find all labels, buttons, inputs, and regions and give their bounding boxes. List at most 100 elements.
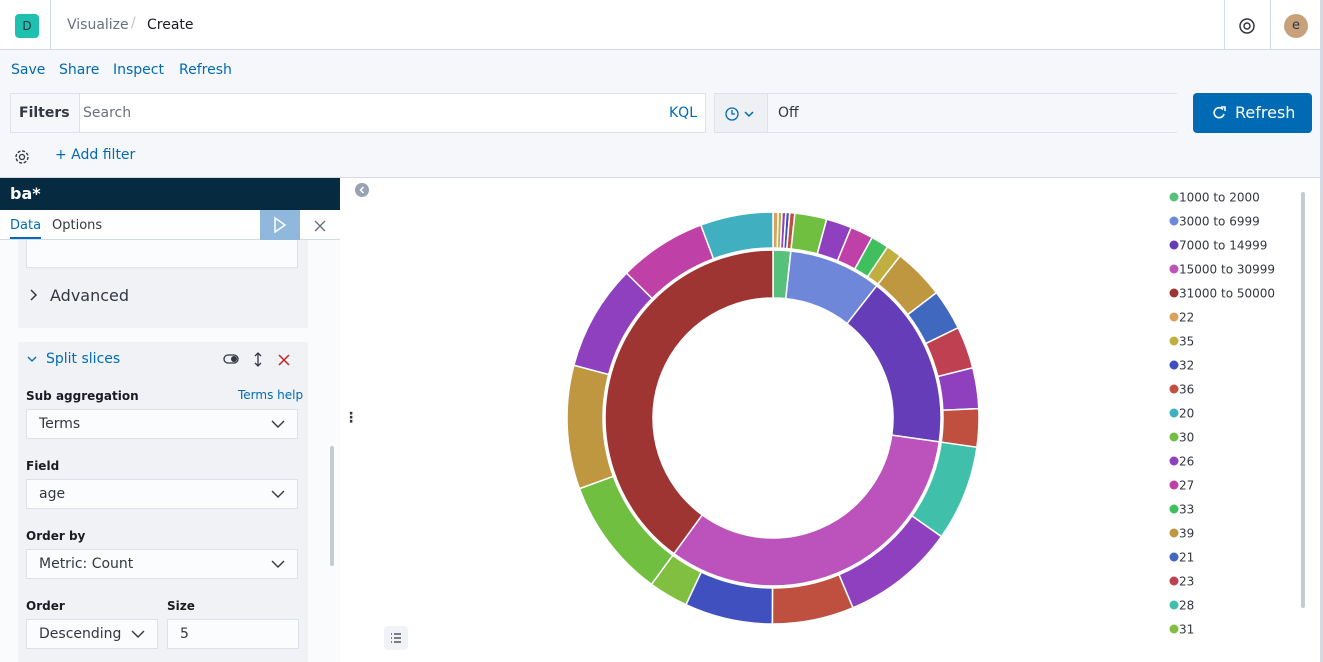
discard-button[interactable]: [313, 219, 327, 233]
field-label: Size: [167, 599, 195, 613]
divider: [1224, 0, 1225, 50]
legend-label[interactable]: 1000 to 2000: [1179, 191, 1260, 205]
apply-button[interactable]: [260, 210, 300, 240]
legend-label[interactable]: 35: [1179, 335, 1194, 349]
select-value: Metric: Count: [39, 556, 134, 572]
select[interactable]: Terms: [26, 409, 298, 439]
legend-swatch: [1169, 336, 1179, 346]
split-title[interactable]: Split slices: [46, 351, 121, 367]
breadcrumb: Create: [147, 17, 194, 33]
legend-label[interactable]: 33: [1179, 503, 1194, 517]
nav-link[interactable]: Share: [59, 62, 100, 78]
frame-edge: [1320, 0, 1323, 662]
divider: [50, 0, 51, 50]
nav-link[interactable]: Save: [11, 62, 46, 78]
play-icon: [274, 216, 287, 234]
legend-label[interactable]: 28: [1179, 599, 1194, 613]
scrollbar: [330, 446, 334, 566]
legend-label[interactable]: 31: [1179, 623, 1194, 637]
clock-icon: [725, 107, 754, 121]
collapse-icon[interactable]: [26, 354, 38, 364]
legend-label[interactable]: 23: [1179, 575, 1194, 589]
legend-swatch: [1169, 264, 1179, 274]
legend-swatch: [1169, 384, 1179, 394]
legend-swatch: [1169, 576, 1179, 586]
legend-swatch: [1169, 312, 1179, 322]
legend-label[interactable]: 36: [1179, 383, 1194, 397]
inner-slice: [604, 249, 774, 555]
legend-toggle[interactable]: [384, 626, 408, 650]
select[interactable]: age: [26, 479, 298, 509]
legend-label[interactable]: 22: [1179, 311, 1194, 325]
select-value: Descending: [39, 626, 122, 642]
legend-label[interactable]: 3000 to 6999: [1179, 215, 1260, 229]
chevron: [131, 630, 145, 638]
refresh-label: Refresh: [1235, 103, 1296, 122]
legend-label[interactable]: 27: [1179, 479, 1194, 493]
tab[interactable]: Options: [52, 218, 103, 233]
legend-swatch: [1169, 504, 1179, 514]
list-icon: [391, 633, 401, 643]
legend-label[interactable]: 39: [1179, 527, 1194, 541]
legend-swatch: [1169, 360, 1179, 370]
date-picker[interactable]: Off: [714, 93, 1188, 133]
input-value: 5: [180, 626, 189, 642]
expand-icon[interactable]: [29, 288, 39, 302]
refresh-button[interactable]: Refresh: [1193, 93, 1312, 133]
nav-link[interactable]: Inspect: [113, 62, 164, 78]
advanced-toggle[interactable]: Advanced: [50, 286, 130, 305]
field-label: Order by: [26, 529, 86, 543]
legend-swatch: [1169, 528, 1179, 538]
legend-swatch: [1169, 456, 1179, 466]
legend-swatch: [1169, 240, 1179, 250]
help-link[interactable]: Terms help: [238, 388, 304, 402]
field-label: Field: [26, 459, 60, 473]
select-value: age: [39, 486, 66, 502]
chevron: [271, 490, 285, 498]
collapse-sidebar[interactable]: [355, 183, 369, 197]
divider: [1270, 0, 1271, 50]
index-pattern-title: ba*: [0, 178, 340, 210]
query-input[interactable]: Filters Search KQL: [10, 93, 706, 133]
outer-slice: [699, 211, 774, 260]
legend-label[interactable]: 30: [1179, 431, 1194, 445]
select[interactable]: Descending: [26, 619, 158, 649]
filters-label: Filters: [11, 94, 80, 132]
legend-label[interactable]: 21: [1179, 551, 1194, 565]
legend-label[interactable]: 20: [1179, 407, 1194, 421]
legend-scrollbar: [1301, 192, 1305, 608]
legend-label[interactable]: 32: [1179, 359, 1194, 373]
search-placeholder: Search: [83, 105, 132, 121]
legend-label[interactable]: 7000 to 14999: [1179, 239, 1267, 253]
tab[interactable]: Data: [10, 218, 42, 239]
field-label: Order: [26, 599, 65, 613]
header: D Visualize / Create e: [0, 0, 1323, 50]
space-logo[interactable]: D: [15, 14, 39, 38]
breadcrumb-separator: /: [131, 15, 136, 31]
help-icon[interactable]: [1238, 17, 1256, 35]
select[interactable]: Metric: Count: [26, 549, 298, 579]
resize-handle[interactable]: ⋮: [344, 410, 358, 426]
input: [26, 240, 298, 268]
legend-swatch: [1169, 624, 1179, 634]
add-filter[interactable]: + Add filter: [55, 147, 136, 163]
legend-label[interactable]: 15000 to 30999: [1179, 263, 1275, 277]
legend-swatch: [1169, 432, 1179, 442]
refresh-icon: [1213, 106, 1226, 119]
language-switcher[interactable]: KQL: [669, 105, 697, 121]
legend-swatch: [1169, 192, 1179, 202]
nav-link[interactable]: Refresh: [179, 62, 232, 78]
breadcrumb[interactable]: Visualize: [67, 17, 129, 33]
legend-label[interactable]: 26: [1179, 455, 1194, 469]
number-input[interactable]: 5: [167, 619, 299, 649]
agg-controls[interactable]: [222, 352, 294, 368]
legend-swatch: [1169, 600, 1179, 610]
legend-label[interactable]: 31000 to 50000: [1179, 287, 1275, 301]
sidebar: ba* Data Options Advanced Split slices S…: [0, 178, 340, 662]
avatar[interactable]: e: [1284, 14, 1308, 38]
settings-icon[interactable]: [13, 148, 31, 166]
legend-swatch: [1169, 216, 1179, 226]
chart: 1000 to 2000 3000 to 6999 7000 to 14999 150…: [566, 191, 1275, 637]
refresh-interval: Off: [767, 94, 1188, 132]
